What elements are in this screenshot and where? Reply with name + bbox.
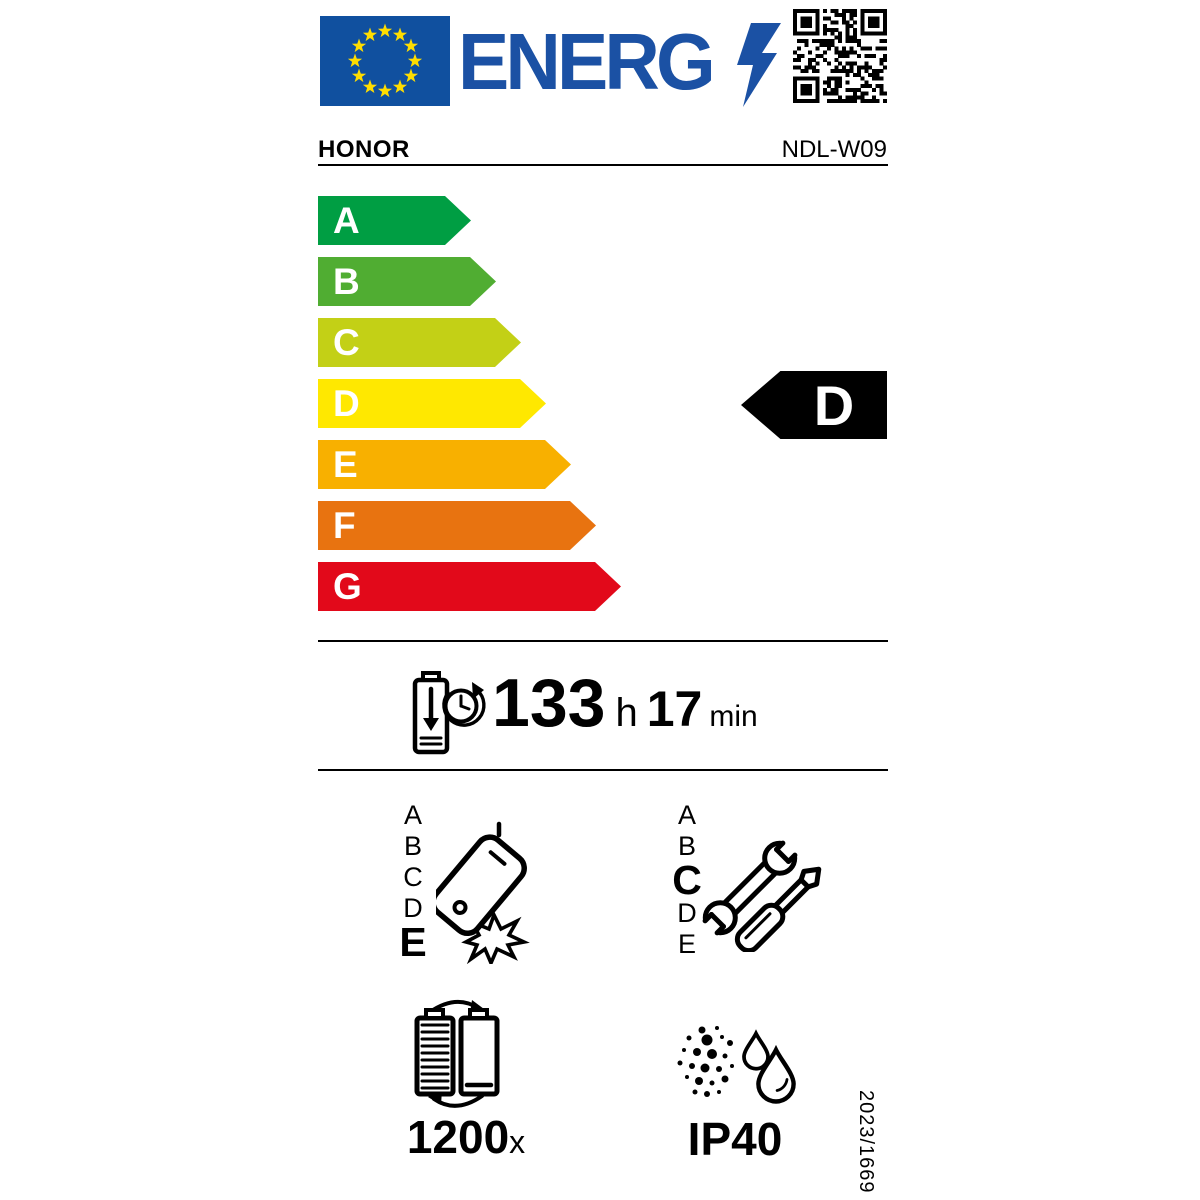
qr-code-icon — [793, 9, 887, 103]
drop-resistance-scale: A B C D E — [393, 800, 433, 965]
phone-drop-icon — [436, 821, 530, 964]
ip-rating: IP40 — [687, 1113, 783, 1165]
class-letter: D — [403, 893, 423, 923]
efficiency-arrow-f: F — [318, 501, 596, 550]
battery-endurance-value: 133 h 17 min — [492, 664, 758, 742]
eu-flag — [320, 16, 450, 106]
class-label: C — [333, 322, 360, 363]
class-label: G — [333, 566, 362, 607]
endurance-hours: 133 — [492, 665, 606, 741]
divider — [318, 640, 888, 642]
battery-cycles-value: 1200x — [396, 1110, 536, 1164]
efficiency-arrow-d: D — [318, 379, 546, 428]
class-letter: C — [403, 862, 423, 892]
efficiency-arrow-a: A — [318, 196, 471, 245]
dust-water-drops-icon — [677, 1026, 796, 1104]
efficiency-scale: A B C D E F G — [318, 196, 621, 623]
divider — [318, 164, 888, 166]
class-label: B — [333, 261, 360, 302]
wrench-screwdriver-icon — [698, 832, 822, 952]
endurance-minutes: 17 — [646, 681, 703, 737]
cycles-number: 1200 — [406, 1111, 510, 1163]
efficiency-arrow-g: G — [318, 562, 621, 611]
class-label: E — [333, 444, 358, 485]
divider — [318, 769, 888, 771]
class-letter: D — [677, 898, 697, 928]
class-label: D — [333, 383, 360, 424]
model-number: NDL-W09 — [781, 136, 887, 163]
class-letter: A — [403, 800, 422, 830]
eu-stars-icon — [347, 23, 423, 98]
cycles-multiplier: x — [509, 1124, 526, 1160]
efficiency-arrow-b: B — [318, 257, 496, 306]
class-label: F — [333, 505, 356, 546]
repairability-scale: A B C D E — [667, 800, 707, 960]
battery-clock-icon — [412, 671, 486, 755]
class-letter: B — [403, 831, 422, 861]
regulation-number: 2023/1669 — [855, 1090, 877, 1194]
endurance-minutes-unit: min — [709, 700, 758, 733]
battery-cycle-icon — [414, 1000, 500, 1108]
class-letter: B — [677, 831, 696, 861]
class-label: A — [333, 200, 360, 241]
endurance-hours-unit: h — [615, 691, 638, 735]
energ-logo: ENERG — [458, 17, 716, 106]
brand-name: HONOR — [318, 136, 410, 163]
lightning-bolt-icon — [737, 23, 781, 107]
class-letter: E — [399, 919, 427, 965]
efficiency-arrow-e: E — [318, 440, 571, 489]
class-letter: C — [672, 857, 702, 903]
class-letter: E — [677, 929, 696, 959]
class-letter: A — [677, 800, 696, 830]
efficiency-arrow-c: C — [318, 318, 521, 367]
rated-class-indicator: D — [741, 371, 887, 439]
